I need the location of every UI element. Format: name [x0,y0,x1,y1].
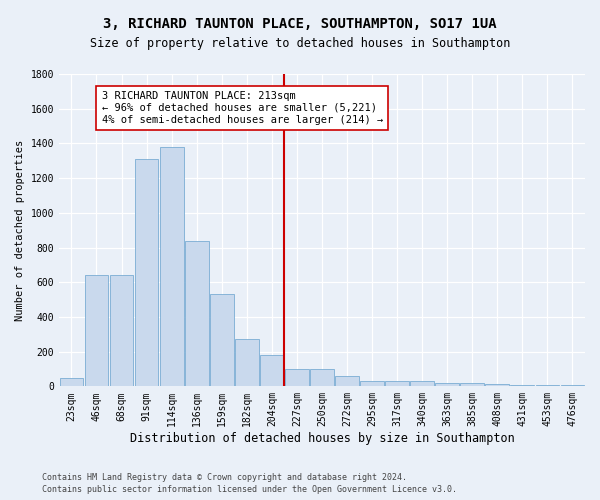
Bar [134,159,158,386]
Bar [235,340,259,386]
Bar [59,378,83,386]
Bar [110,276,133,386]
Bar [360,381,384,386]
Text: Contains public sector information licensed under the Open Government Licence v3: Contains public sector information licen… [42,485,457,494]
Bar [385,381,409,386]
Bar [310,369,334,386]
Bar [485,384,509,386]
Text: 3, RICHARD TAUNTON PLACE, SOUTHAMPTON, SO17 1UA: 3, RICHARD TAUNTON PLACE, SOUTHAMPTON, S… [103,18,497,32]
Y-axis label: Number of detached properties: Number of detached properties [15,140,25,321]
Bar [260,355,284,386]
Text: 3 RICHARD TAUNTON PLACE: 213sqm
← 96% of detached houses are smaller (5,221)
4% : 3 RICHARD TAUNTON PLACE: 213sqm ← 96% of… [101,92,383,124]
Bar [335,376,359,386]
Text: Contains HM Land Registry data © Crown copyright and database right 2024.: Contains HM Land Registry data © Crown c… [42,472,407,482]
Bar [160,147,184,386]
Text: Size of property relative to detached houses in Southampton: Size of property relative to detached ho… [90,38,510,51]
X-axis label: Distribution of detached houses by size in Southampton: Distribution of detached houses by size … [130,432,514,445]
Bar [560,384,584,386]
Bar [536,384,559,386]
Bar [460,383,484,386]
Bar [410,381,434,386]
Bar [85,276,109,386]
Bar [511,384,534,386]
Bar [436,383,459,386]
Bar [210,294,233,386]
Bar [185,240,209,386]
Bar [285,369,309,386]
